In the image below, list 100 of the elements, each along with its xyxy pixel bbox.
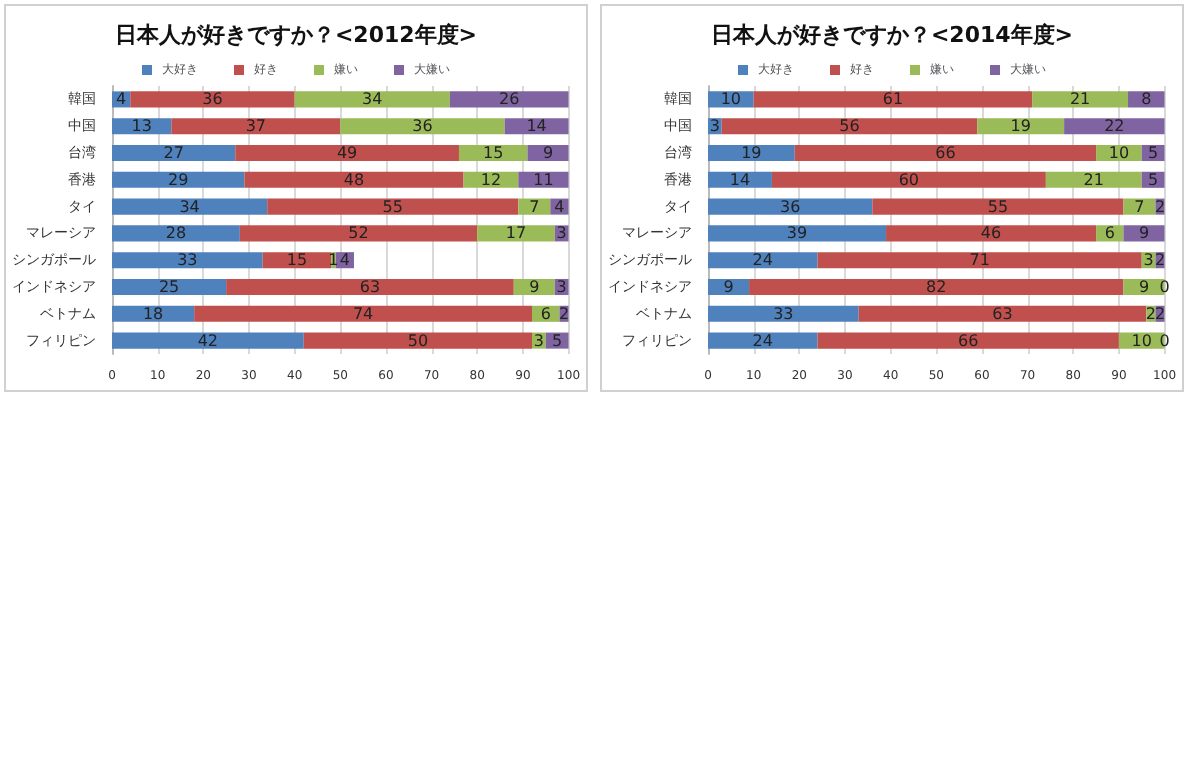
data-label: 11 [533, 170, 554, 189]
data-label: 18 [142, 304, 164, 323]
data-label: 46 [980, 224, 1002, 243]
data-label: 10 [720, 90, 742, 109]
data-label: 34 [362, 90, 383, 109]
data-label: 19 [741, 144, 762, 162]
data-label: 3 [533, 331, 544, 350]
chart-title: 日本人が好きですか？<2012年度> [114, 22, 478, 48]
bar [171, 118, 341, 135]
data-label: 21 [1069, 90, 1091, 109]
data-label: 8 [1141, 90, 1152, 109]
bar [226, 278, 514, 296]
data-label: 2 [1154, 251, 1166, 270]
bar [1032, 91, 1129, 108]
data-label: 7 [1134, 197, 1145, 216]
data-label: 14 [526, 117, 547, 136]
data-label: 9 [1138, 224, 1150, 243]
data-label: 66 [935, 144, 956, 162]
data-label: 2 [1145, 304, 1156, 323]
data-label: 3 [556, 278, 567, 296]
data-label: 24 [752, 331, 773, 350]
data-label: 3 [1143, 251, 1154, 270]
data-label: 50 [407, 331, 429, 350]
bar [235, 144, 459, 162]
data-label: 48 [343, 170, 365, 189]
bar [708, 144, 795, 162]
data-label: 60 [898, 170, 920, 189]
data-label: 52 [348, 224, 369, 243]
bar [753, 91, 1033, 108]
bar [518, 198, 551, 215]
data-label: 71 [969, 251, 990, 270]
bar [112, 225, 240, 242]
data-label: 33 [177, 251, 198, 270]
bar [112, 198, 268, 215]
bar [858, 305, 1147, 322]
data-label: 34 [179, 197, 200, 216]
bar [708, 305, 859, 322]
data-label: 10 [1131, 331, 1152, 350]
data-label: 33 [773, 304, 794, 323]
data-label: 15 [483, 144, 504, 162]
data-label: 25 [158, 278, 180, 296]
bar [886, 225, 1097, 242]
data-label: 55 [987, 197, 1009, 216]
data-label: 63 [992, 304, 1013, 323]
bar [1064, 118, 1165, 135]
data-label: 2 [1154, 197, 1166, 216]
data-label: 9 [529, 278, 540, 296]
bar [194, 305, 533, 322]
data-label: 37 [245, 117, 266, 136]
data-label: 61 [882, 90, 904, 109]
data-label: 5 [552, 331, 563, 350]
data-label: 74 [352, 304, 374, 323]
bar [112, 278, 227, 296]
bar [708, 252, 818, 269]
data-label: 2 [558, 304, 570, 323]
data-label: 22 [1104, 117, 1125, 136]
data-label: 63 [359, 278, 381, 296]
chart-title: 日本人が好きですか？<2014年度> [710, 22, 1074, 48]
bar [771, 171, 1046, 188]
data-label: 14 [729, 170, 751, 189]
data-label: 26 [499, 90, 520, 109]
bar [112, 144, 236, 162]
bar [303, 332, 533, 349]
bar [340, 118, 505, 135]
bar [817, 332, 1119, 349]
bar [721, 118, 978, 135]
data-label: 10 [1108, 144, 1130, 162]
bar [449, 91, 569, 108]
bar [244, 171, 464, 188]
data-label: 49 [336, 144, 358, 162]
data-label: 2 [1154, 304, 1166, 323]
bar [294, 91, 450, 108]
bar [527, 144, 569, 162]
data-label: 36 [202, 90, 223, 109]
data-label: 66 [958, 331, 979, 350]
data-label: 5 [1148, 170, 1159, 189]
bar [130, 91, 295, 108]
bar [112, 332, 304, 349]
data-label: 82 [926, 278, 947, 296]
bar [1045, 171, 1142, 188]
data-label: 24 [752, 251, 773, 270]
bar [477, 225, 555, 242]
data-label: 4 [554, 197, 565, 216]
bar [708, 332, 818, 349]
data-label: 19 [1010, 117, 1031, 136]
bar [794, 144, 1097, 162]
data-label: 12 [480, 170, 502, 189]
bar [1123, 198, 1156, 215]
data-label: 9 [723, 278, 734, 296]
bar [708, 225, 887, 242]
data-label: 5 [1148, 144, 1159, 162]
data-label: 36 [779, 197, 801, 216]
bar [872, 198, 1124, 215]
data-label: 56 [839, 117, 860, 136]
bar [239, 225, 478, 242]
data-label: 21 [1083, 170, 1104, 189]
data-label: 27 [163, 144, 184, 162]
data-label: 6 [540, 304, 551, 323]
bar [267, 198, 519, 215]
bar [112, 171, 245, 188]
